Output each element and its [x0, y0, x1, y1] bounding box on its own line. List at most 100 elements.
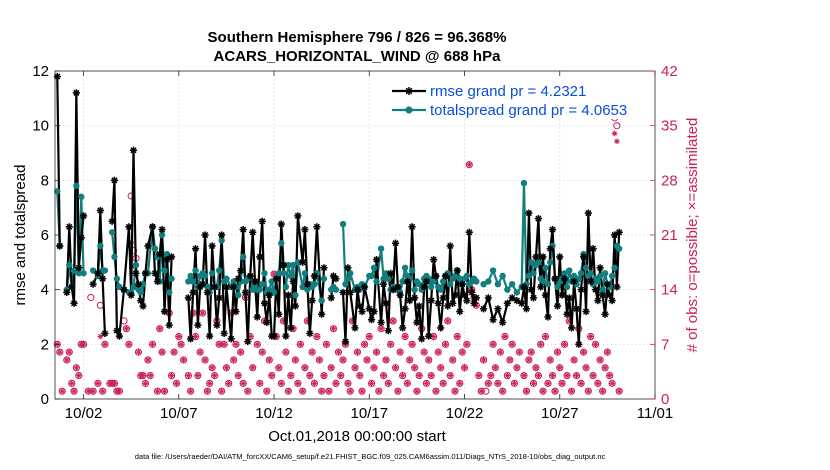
- obs-assimilated-marker-stroke: [616, 388, 622, 394]
- obs-possible-marker: [218, 387, 226, 395]
- y-tick-label: 12: [32, 63, 49, 80]
- rmse-marker-stroke: [378, 319, 385, 326]
- rmse-marker-stroke: [616, 229, 623, 236]
- rmse-marker: [575, 340, 583, 348]
- obs-assimilated-marker: [545, 380, 551, 387]
- rmse-marker-stroke: [509, 294, 516, 301]
- rmse-marker-stroke: [161, 308, 168, 315]
- rmse-marker-stroke: [444, 302, 451, 310]
- rmse-marker: [94, 269, 102, 277]
- rmse-marker: [503, 299, 511, 307]
- obs-possible-marker: [101, 340, 109, 348]
- obs-assimilated-marker: [390, 318, 396, 324]
- totalspread-marker: [73, 182, 80, 189]
- obs-assimilated-marker-stroke: [457, 381, 463, 386]
- rmse-marker-stroke: [254, 313, 261, 321]
- obs-assimilated-marker: [449, 357, 456, 363]
- obs-possible-marker: [432, 387, 440, 395]
- obs-assimilated-marker: [283, 349, 289, 355]
- obs-assimilated-marker: [476, 372, 482, 379]
- totalspread-marker: [54, 188, 61, 195]
- obs-assimilated-marker-stroke: [288, 373, 294, 378]
- obs-possible-marker: [472, 301, 480, 309]
- obs-assimilated-marker-stroke: [197, 349, 203, 355]
- rmse-marker: [472, 294, 480, 302]
- rmse-marker-stroke: [342, 338, 349, 345]
- obs-possible-marker: [253, 340, 261, 348]
- obs-assimilated-marker: [433, 388, 439, 394]
- obs-possible-marker: [548, 371, 557, 380]
- totalspread-marker: [544, 281, 552, 288]
- obs-assimilated-marker: [161, 388, 168, 394]
- rmse-marker: [484, 294, 492, 302]
- obs-assimilated-marker-stroke: [600, 388, 605, 394]
- rmse-marker-stroke: [318, 311, 325, 318]
- totalspread-marker: [189, 278, 197, 285]
- rmse-marker: [327, 294, 335, 302]
- obs-assimilated-marker-stroke: [545, 381, 551, 386]
- rmse-marker-stroke: [168, 253, 175, 260]
- rmse-marker: [570, 277, 578, 286]
- obs-possible-marker: [484, 379, 492, 387]
- obs-possible-marker: [420, 348, 428, 356]
- obs-possible-marker: [360, 340, 369, 348]
- legend-rmse-marker: [405, 87, 413, 95]
- rmse-marker-stroke: [554, 302, 561, 310]
- obs-assimilated-marker: [478, 388, 485, 394]
- totalspread-marker: [451, 272, 459, 280]
- rmse-marker-stroke: [599, 292, 606, 299]
- y2-tick-label: 0: [661, 391, 669, 408]
- rmse-marker: [532, 253, 540, 261]
- rmse-marker: [299, 258, 307, 266]
- totalspread-marker: [485, 278, 492, 285]
- rmse-marker-stroke: [490, 316, 497, 323]
- obs-assimilated-marker-stroke: [169, 373, 174, 378]
- rmse-marker: [203, 288, 211, 296]
- obs-assimilated-marker: [321, 372, 327, 379]
- x-tick-label: 10/07: [160, 405, 198, 422]
- obs-assimilated-marker-stroke: [397, 349, 403, 355]
- obs-assimilated-marker: [514, 364, 520, 371]
- totalspread-marker: [499, 272, 506, 280]
- obs-possible-marker: [239, 379, 247, 387]
- obs-assimilated-marker: [459, 349, 466, 355]
- obs-assimilated-marker-stroke: [543, 334, 548, 339]
- rmse-marker-stroke: [97, 207, 104, 214]
- y-axis-ticks: 0 2 4 6 8 10 12: [32, 63, 60, 408]
- obs-assimilated-marker-stroke: [536, 373, 541, 378]
- rmse-line: [341, 225, 478, 343]
- rmse-marker: [489, 316, 497, 324]
- obs-possible-marker: [160, 387, 169, 395]
- rmse-marker-stroke: [435, 300, 442, 307]
- rmse-marker: [160, 307, 169, 316]
- obs-assimilated-marker: [85, 388, 92, 394]
- obs-assimilated-marker-stroke: [414, 388, 420, 394]
- obs-assimilated-marker: [509, 341, 515, 348]
- obs-assimilated-marker: [354, 349, 361, 355]
- obs-possible-marker: [75, 371, 83, 380]
- rmse-marker-stroke: [309, 297, 316, 304]
- rmse-marker: [249, 228, 257, 236]
- rmse-marker: [222, 283, 231, 291]
- obs-assimilated-marker-stroke: [464, 341, 470, 347]
- obs-assimilated-marker-stroke: [331, 326, 336, 332]
- obs-possible-marker: [72, 364, 80, 372]
- obs-assimilated-marker-stroke: [517, 349, 522, 355]
- legend-spread-label: totalspread grand pr = 4.0653: [430, 102, 627, 119]
- rmse-marker: [518, 299, 526, 307]
- rmse-marker-stroke: [101, 330, 108, 337]
- rmse-marker: [411, 294, 419, 302]
- rmse-marker-stroke: [473, 294, 480, 301]
- rmse-marker: [379, 280, 388, 288]
- obs-assimilated-marker-stroke: [355, 349, 360, 355]
- rmse-marker: [218, 231, 226, 239]
- obs-assimilated-marker: [535, 372, 542, 379]
- rmse-marker-stroke: [470, 300, 478, 307]
- x-tick-label: 10/17: [351, 405, 389, 422]
- rmse-marker-stroke: [368, 316, 375, 323]
- obs-assimilated-marker: [383, 357, 389, 363]
- obs-assimilated-marker-stroke: [612, 131, 617, 136]
- obs-assimilated-marker-stroke: [528, 349, 534, 355]
- rmse-marker: [382, 299, 390, 307]
